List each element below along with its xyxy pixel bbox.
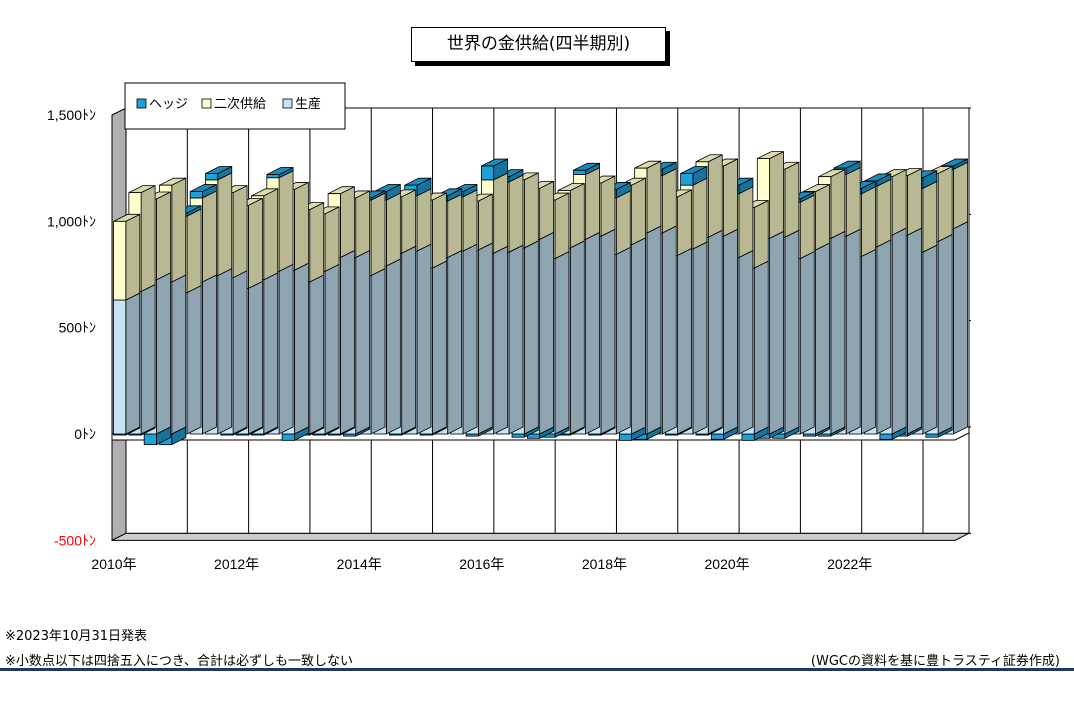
y-tick-label: 0ﾄﾝ bbox=[74, 426, 96, 442]
release-note: ※2023年10月31日発表 bbox=[5, 629, 148, 644]
legend-label: 生産 bbox=[295, 96, 321, 112]
x-tick-label: 2010年 bbox=[91, 556, 136, 572]
x-tick-label: 2016年 bbox=[459, 556, 504, 572]
y-tick-label: -500ﾄﾝ bbox=[54, 532, 96, 548]
hedging-segment bbox=[266, 166, 294, 179]
plot-floor bbox=[111, 532, 970, 541]
y-tick-label: 1,000ﾄﾝ bbox=[47, 213, 96, 229]
x-tick-label: 2012年 bbox=[214, 556, 259, 572]
hedging-segment bbox=[572, 162, 601, 176]
hedging-segment bbox=[680, 165, 708, 186]
footer-line bbox=[0, 668, 1074, 671]
legend-label: ヘッジ bbox=[149, 97, 188, 112]
x-tick-label: 2020年 bbox=[705, 556, 750, 572]
x-axis-labels: 2010年 2012年 2014年 2016年 2018年 2020年 2022年 bbox=[91, 556, 872, 572]
hedging-segment bbox=[189, 183, 217, 199]
hedging-segment bbox=[940, 158, 968, 170]
legend-swatch bbox=[136, 98, 147, 109]
hedging-segment bbox=[480, 158, 509, 181]
x-tick-label: 2022年 bbox=[827, 556, 872, 572]
legend-label: 二次供給 bbox=[214, 96, 266, 112]
legend-box bbox=[124, 82, 346, 130]
recycling-segment bbox=[113, 213, 141, 301]
legend-swatch bbox=[201, 98, 212, 109]
chart-title: 世界の金供給(四半期別) bbox=[411, 27, 666, 62]
legend-swatch bbox=[282, 98, 293, 109]
y-tick-label: 1,500ﾄﾝ bbox=[47, 107, 96, 123]
y-axis-labels: -500ﾄﾝ 0ﾄﾝ 500ﾄﾝ 1,000ﾄﾝ 1,500ﾄﾝ bbox=[47, 107, 96, 548]
production-segment bbox=[113, 292, 141, 435]
hedging-segment bbox=[205, 165, 233, 181]
y-tick-label: 500ﾄﾝ bbox=[59, 320, 96, 336]
bars bbox=[113, 150, 968, 446]
rounding-note: ※小数点以下は四捨五入につき、合計は必ずしも一致しない bbox=[5, 654, 353, 669]
x-tick-label: 2018年 bbox=[582, 556, 627, 572]
bar-stack bbox=[113, 213, 141, 436]
legend: ヘッジ 二次供給 生産 bbox=[124, 82, 346, 130]
source-note: (WGCの資料を基に豊トラスティ証券作成) bbox=[810, 654, 1060, 669]
x-tick-label: 2014年 bbox=[337, 556, 382, 572]
